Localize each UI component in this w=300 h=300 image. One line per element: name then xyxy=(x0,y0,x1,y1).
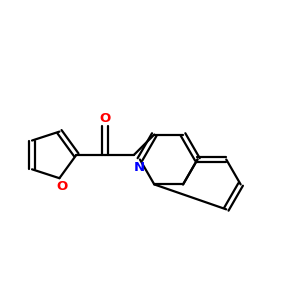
Text: O: O xyxy=(56,180,68,193)
Text: O: O xyxy=(100,112,111,125)
Text: N: N xyxy=(134,161,145,174)
